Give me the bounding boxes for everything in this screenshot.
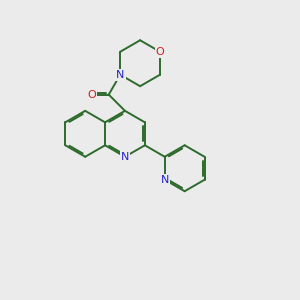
Text: N: N	[160, 175, 169, 185]
Text: O: O	[87, 90, 96, 100]
Text: N: N	[121, 152, 129, 162]
Text: O: O	[156, 47, 164, 57]
Text: N: N	[116, 70, 124, 80]
